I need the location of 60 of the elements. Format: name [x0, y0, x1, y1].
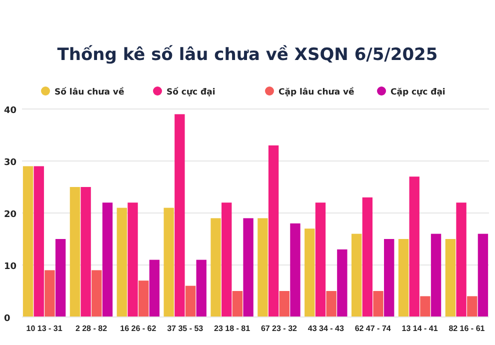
x-tick-label: 43 34 - 43	[308, 324, 344, 333]
legend-label: Số lâu chưa về	[54, 86, 124, 98]
bar	[445, 239, 456, 317]
bar	[210, 218, 221, 317]
bar	[478, 234, 488, 317]
bar	[384, 239, 394, 317]
bar	[337, 249, 348, 317]
bar	[44, 270, 55, 317]
x-tick-label: 16 26 - 62	[120, 324, 157, 333]
x-tick-label: 2 28 - 82	[75, 324, 108, 333]
bar	[268, 145, 279, 317]
bar	[34, 166, 44, 317]
bar	[351, 234, 362, 317]
bar	[102, 202, 113, 317]
bar	[362, 197, 373, 317]
bar	[22, 166, 34, 317]
bar	[304, 228, 315, 317]
y-tick-label: 0	[4, 314, 10, 324]
bar	[185, 286, 196, 317]
bar	[467, 296, 478, 317]
bar	[243, 218, 254, 317]
y-tick-label: 40	[4, 106, 17, 116]
legend-label: Cặp cực đại	[390, 88, 446, 98]
bar	[80, 187, 91, 317]
y-tick-label: 20	[4, 210, 17, 220]
bar	[232, 291, 243, 317]
bar	[456, 202, 466, 317]
bar	[430, 234, 442, 317]
legend-label: Cặp lâu chưa về	[278, 86, 355, 98]
x-tick-label: 67 23 - 32	[260, 324, 298, 333]
bar	[398, 239, 409, 317]
x-tick-label: 62 47 - 74	[354, 324, 392, 333]
bar	[420, 296, 430, 317]
bar	[70, 187, 80, 317]
bar	[55, 239, 66, 317]
y-tick-label: 10	[4, 262, 17, 272]
bar	[138, 280, 149, 317]
bar	[149, 260, 160, 317]
x-tick-label: 13 14 - 41	[402, 324, 438, 333]
bar	[164, 208, 174, 317]
bar	[373, 291, 384, 317]
bar	[174, 114, 185, 317]
bar	[290, 223, 300, 317]
chart-title: Thống kê số lâu chưa về XSQN 6/5/2025	[57, 45, 438, 65]
bar	[128, 202, 138, 317]
bar	[222, 202, 232, 317]
legend-label: Số cực đại	[166, 86, 216, 98]
bar	[196, 260, 206, 317]
x-tick-label: 10 13 - 31	[26, 324, 63, 333]
x-tick-label: 23 18 - 81	[214, 324, 251, 333]
bar	[279, 291, 290, 317]
bar	[92, 270, 102, 317]
bar	[409, 176, 420, 317]
x-tick-label: 82 16 - 61	[448, 324, 486, 333]
bar	[326, 291, 336, 317]
bar	[116, 208, 127, 317]
y-tick-label: 30	[4, 158, 17, 168]
x-tick-label: 37 35 - 53	[167, 324, 204, 333]
bar	[258, 218, 268, 317]
bar	[315, 202, 326, 317]
